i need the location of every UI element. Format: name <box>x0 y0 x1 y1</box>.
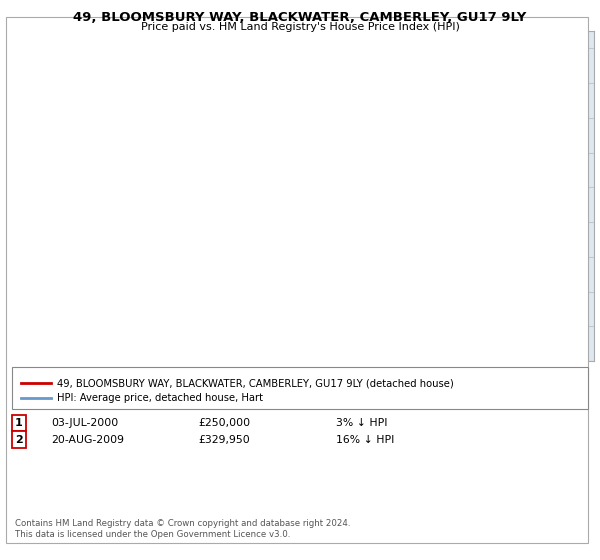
Text: 49, BLOOMSBURY WAY, BLACKWATER, CAMBERLEY, GU17 9LY (detached house): 49, BLOOMSBURY WAY, BLACKWATER, CAMBERLE… <box>57 378 454 388</box>
Text: 1: 1 <box>165 54 172 64</box>
Text: 2: 2 <box>15 435 23 445</box>
Text: 49, BLOOMSBURY WAY, BLACKWATER, CAMBERLEY, GU17 9LY: 49, BLOOMSBURY WAY, BLACKWATER, CAMBERLE… <box>73 11 527 24</box>
Text: HPI: Average price, detached house, Hart: HPI: Average price, detached house, Hart <box>57 393 263 403</box>
Text: HPI: Average price, detached house, Hart: HPI: Average price, detached house, Hart <box>57 393 263 403</box>
Text: 2: 2 <box>320 54 328 64</box>
Bar <box>169 31 324 361</box>
Text: 1: 1 <box>15 418 23 428</box>
Text: 20-AUG-2009: 20-AUG-2009 <box>51 435 124 445</box>
Text: 3% ↓ HPI: 3% ↓ HPI <box>336 418 388 428</box>
Text: Price paid vs. HM Land Registry's House Price Index (HPI): Price paid vs. HM Land Registry's House … <box>140 22 460 32</box>
Text: Contains HM Land Registry data © Crown copyright and database right 2024.
This d: Contains HM Land Registry data © Crown c… <box>15 520 350 539</box>
Text: 03-JUL-2000: 03-JUL-2000 <box>51 418 118 428</box>
Text: 49, BLOOMSBURY WAY, BLACKWATER, CAMBERLEY, GU17 9LY (detached house): 49, BLOOMSBURY WAY, BLACKWATER, CAMBERLE… <box>57 376 454 386</box>
Text: £250,000: £250,000 <box>198 418 250 428</box>
Text: £329,950: £329,950 <box>198 435 250 445</box>
Text: 16% ↓ HPI: 16% ↓ HPI <box>336 435 394 445</box>
